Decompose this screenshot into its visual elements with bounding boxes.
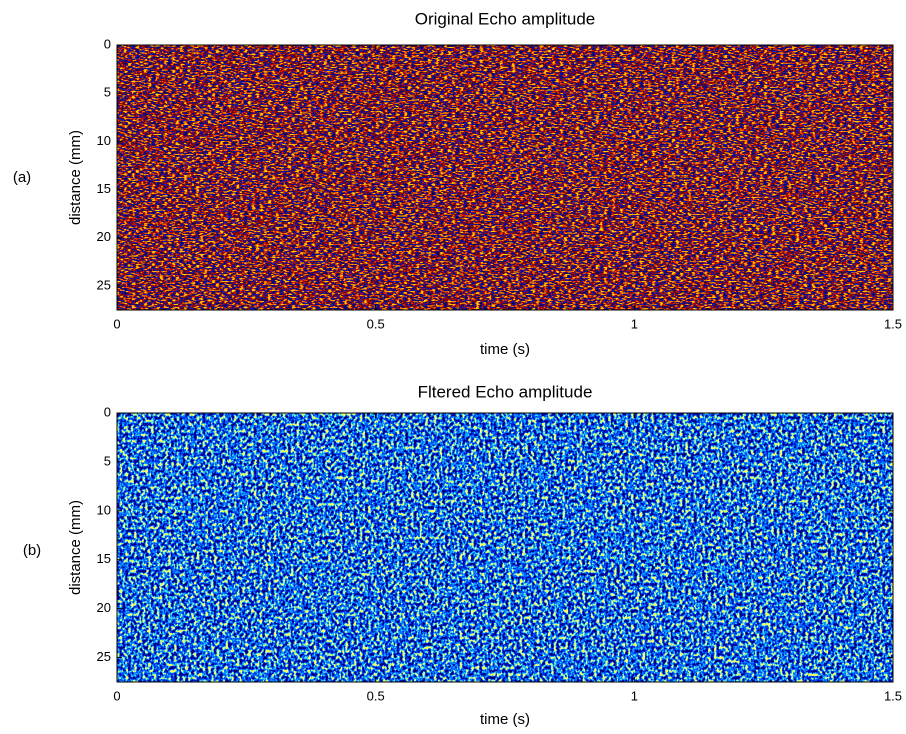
x-tick-label: 0 [113,316,120,331]
x-tick-label: 1.5 [884,316,902,331]
x-tick-label: 1 [631,688,638,703]
y-tick-label: 0 [104,36,111,51]
x-tick-label: 0 [113,688,120,703]
x-tick-label: 0.5 [367,316,385,331]
panel-label: (a) [13,169,31,186]
axes-box [116,412,894,683]
x-axis-label: time (s) [480,341,530,358]
heatmap-texture [117,45,893,310]
y-tick-label: 10 [97,133,111,148]
y-tick-label: 5 [104,85,111,100]
x-tick-label: 1 [631,316,638,331]
y-axis-label: distance (mm) [67,500,84,595]
y-tick-label: 25 [97,277,111,292]
x-tick-label: 1.5 [884,688,902,703]
y-axis-label: distance (mm) [67,130,84,225]
x-tick-label: 0.5 [367,688,385,703]
y-tick-label: 5 [104,453,111,468]
y-tick-label: 20 [97,229,111,244]
y-tick-label: 20 [97,600,111,615]
y-tick-label: 15 [97,551,111,566]
y-tick-label: 0 [104,404,111,419]
chart-title: Original Echo amplitude [415,9,595,28]
x-axis-label: time (s) [480,711,530,728]
y-tick-label: 10 [97,502,111,517]
heatmap-texture [117,413,893,682]
panel-label: (b) [23,542,41,559]
y-tick-label: 25 [97,649,111,664]
y-tick-label: 15 [97,181,111,196]
axes-box [116,44,894,311]
chart-title: Fltered Echo amplitude [418,382,593,401]
